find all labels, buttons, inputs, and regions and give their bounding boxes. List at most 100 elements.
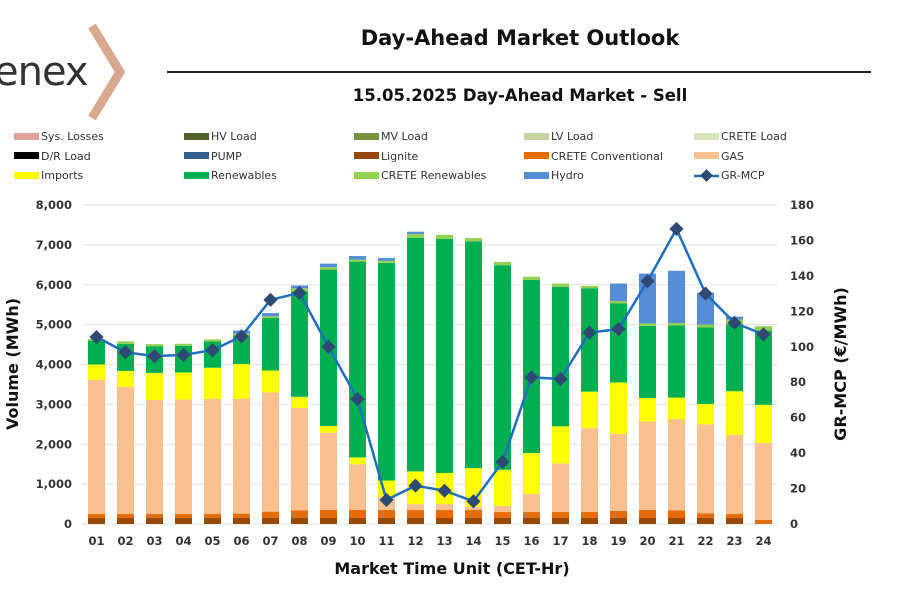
bar-segment-crete-renewables (436, 234, 453, 239)
bar-segment-crete-conventional (407, 510, 424, 519)
x-tick-label: 12 (407, 534, 423, 548)
bar-segment-renewables (552, 286, 569, 427)
bar-segment-crete-renewables (349, 259, 366, 262)
bar-segment-lignite (146, 518, 163, 524)
bar-segment-crete-renewables (117, 341, 134, 344)
bar-segment-hydro (349, 256, 366, 260)
x-tick-label: 15 (494, 534, 510, 548)
bar-segment-hydro (262, 313, 279, 317)
bar-segment-imports (349, 457, 366, 465)
x-tick-label: 16 (523, 534, 539, 548)
legend-swatch (184, 152, 209, 159)
y2-axis-ticks: 0 20 40 60 80 100 120 140 160 180 (790, 198, 814, 531)
bar-segment-renewables (262, 317, 279, 371)
bar-segment-lignite (726, 518, 743, 524)
bar-segment-crete-conventional (378, 510, 395, 519)
mcp-point (176, 347, 191, 363)
bar-segment-crete-renewables (552, 283, 569, 287)
bar-segment-gas (581, 428, 598, 513)
bar-stack-14 (465, 238, 482, 524)
bar-segment-renewables (407, 237, 424, 472)
bar-segment-lignite (610, 518, 627, 524)
bar-stack-24 (755, 326, 772, 524)
x-tick-label: 01 (88, 534, 104, 548)
bar-segment-imports (668, 397, 685, 420)
bar-segment-crete-conventional (639, 510, 656, 519)
x-tick-label: 20 (639, 534, 655, 548)
bar-segment-crete-conventional (697, 513, 714, 519)
bar-segment-lignite (233, 518, 250, 524)
bar-segment-lignite (378, 518, 395, 524)
bar-stack-15 (494, 262, 511, 524)
bar-segment-imports (697, 403, 714, 425)
bar-segment-imports (639, 397, 656, 422)
bar-stack-07 (262, 313, 279, 524)
bar-segment-crete-conventional (668, 510, 685, 519)
x-tick-label: 23 (726, 534, 742, 548)
bar-segment-gas (320, 432, 337, 511)
bar-segment-crete-conventional (291, 510, 308, 519)
bar-stack-22 (697, 292, 714, 524)
legend-swatch (524, 171, 549, 179)
enex-logo: enex (0, 23, 126, 121)
bar-segment-renewables (610, 303, 627, 383)
legend-swatch (694, 132, 719, 140)
bar-segment-renewables (697, 327, 714, 404)
bar-segment-crete-renewables (146, 344, 163, 347)
mcp-point (263, 292, 278, 307)
legend-item: CRETE Conventional (524, 150, 663, 164)
legend-label: CRETE Renewables (381, 169, 487, 182)
y2-axis-title: GR-MCP (€/MWh) (831, 287, 850, 441)
bar-segment-imports (755, 404, 772, 444)
bar-segment-crete-conventional (88, 514, 105, 519)
bar-segment-renewables (668, 325, 685, 398)
x-tick-label: 05 (204, 534, 220, 548)
mcp-point (495, 454, 510, 470)
bar-stack-16 (523, 276, 540, 524)
mcp-point (524, 370, 539, 385)
legend-line-marker-icon (694, 169, 719, 183)
bar-segment-gas (146, 399, 163, 515)
bar-segment-lignite (494, 518, 511, 524)
x-axis-title: Market Time Unit (CET-Hr) (334, 559, 569, 578)
title-divider (167, 71, 871, 73)
legend-swatch (524, 152, 549, 159)
bar-segment-gas (233, 398, 250, 514)
bar-segment-lignite (175, 518, 192, 524)
legend-swatch (354, 152, 379, 159)
bar-segment-hydro (610, 283, 627, 302)
legend-swatch (14, 132, 39, 140)
bar-segment-renewables (436, 238, 453, 473)
bar-segment-gas (494, 506, 511, 513)
bar-stack-17 (552, 283, 569, 524)
legend-swatch (354, 132, 379, 140)
bar-segment-renewables (233, 335, 250, 365)
bar-segment-crete-conventional (755, 520, 772, 524)
bar-segment-crete-conventional (523, 512, 540, 519)
bar-segment-lignite (581, 518, 598, 524)
legend-label: HV Load (211, 130, 257, 143)
bar-segment-renewables (755, 330, 772, 405)
bar-segment-lignite (407, 518, 424, 524)
y2-tick-label: 180 (790, 198, 814, 212)
bar-segment-imports (552, 426, 569, 464)
bar-segment-hydro (668, 270, 685, 324)
page-title: Day-Ahead Market Outlook (360, 26, 680, 50)
bar-segment-imports (88, 364, 105, 380)
legend-item: Sys. Losses (14, 130, 104, 144)
legend-item: D/R Load (14, 150, 91, 164)
bar-segment-gas (349, 464, 366, 511)
bar-segment-renewables (639, 325, 656, 398)
bar-segment-lignite (349, 518, 366, 524)
legend-item: GR-MCP (694, 169, 765, 183)
mcp-line-path (95, 226, 764, 503)
bar-stack-20 (639, 273, 656, 524)
x-tick-label: 22 (697, 534, 713, 548)
legend-item: GAS (694, 150, 744, 164)
y-tick-label: 0 (64, 517, 72, 531)
legend-label: CRETE Conventional (551, 149, 663, 163)
bar-segment-crete-conventional (581, 512, 598, 519)
bar-segment-crete-renewables (204, 339, 221, 342)
mcp-point (756, 327, 771, 342)
legend-label: LV Load (551, 130, 594, 143)
